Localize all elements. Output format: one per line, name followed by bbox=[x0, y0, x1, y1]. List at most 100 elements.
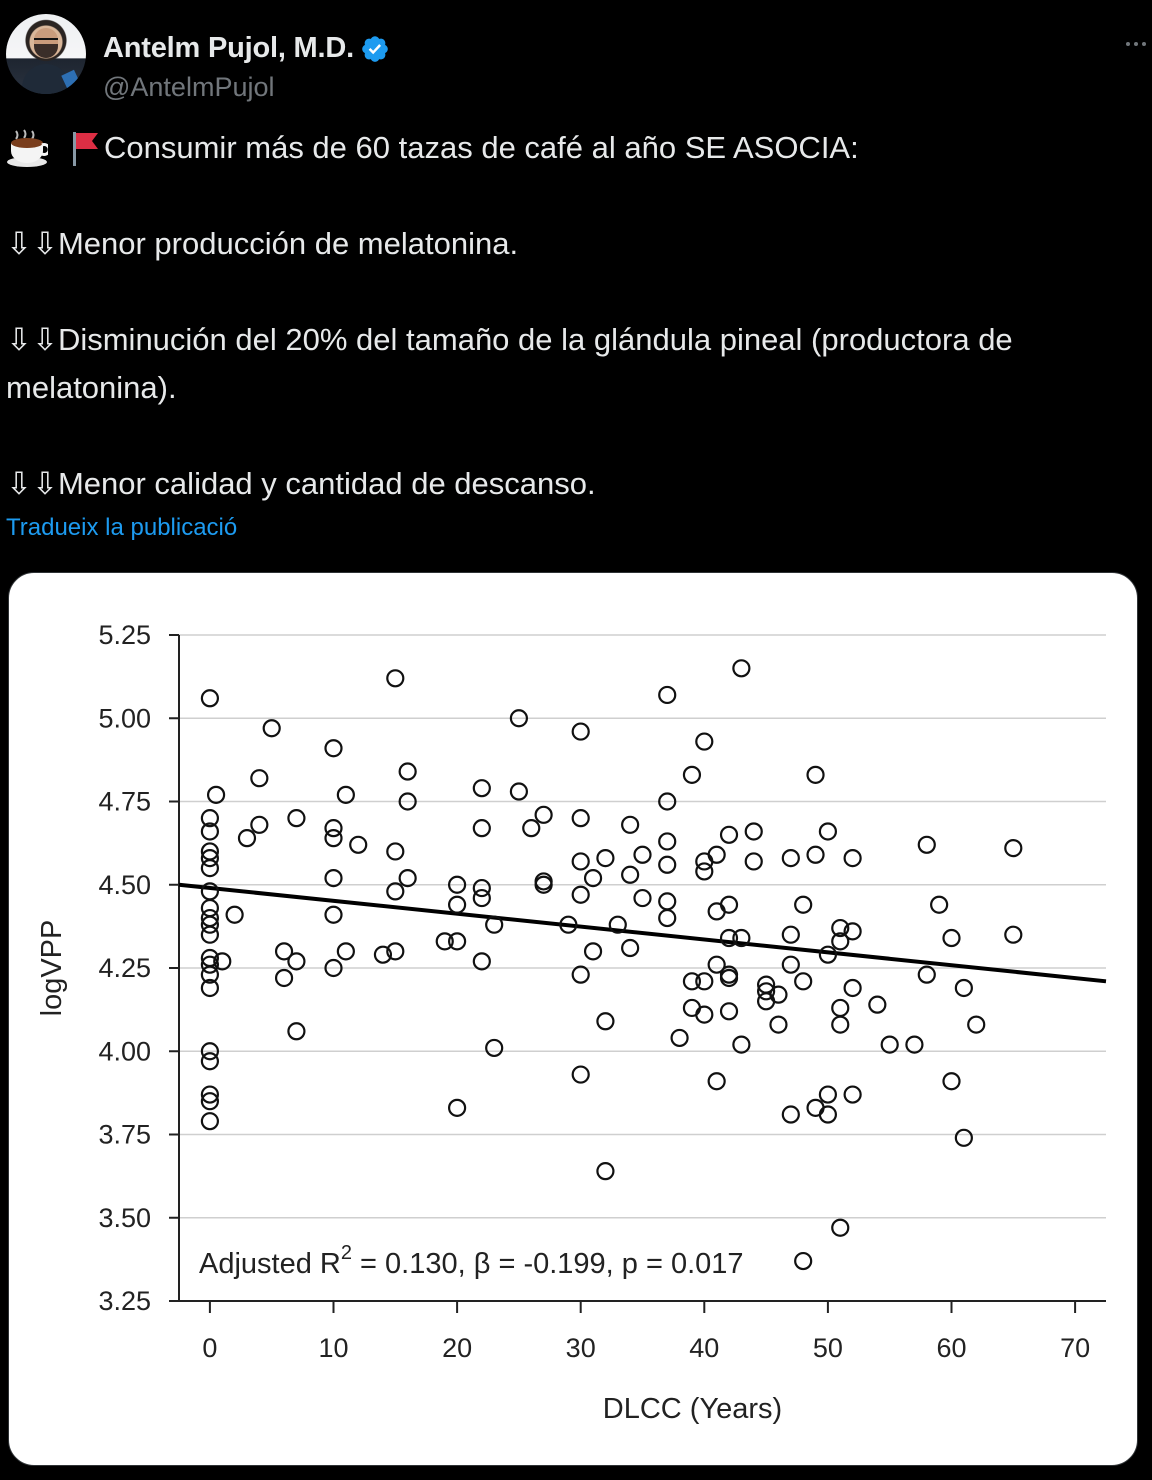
data-point bbox=[1004, 925, 1023, 944]
data-point bbox=[485, 915, 504, 934]
tweet-point-1: ⇩⇩Menor producción de melatonina. bbox=[6, 220, 1136, 268]
data-point bbox=[200, 915, 219, 934]
data-point bbox=[583, 942, 603, 961]
data-point bbox=[213, 952, 232, 971]
data-point bbox=[534, 875, 553, 894]
data-point bbox=[509, 782, 528, 801]
data-point bbox=[695, 862, 714, 881]
data-point bbox=[621, 815, 640, 834]
data-point bbox=[571, 965, 590, 984]
y-tick-label: 3.25 bbox=[98, 1286, 151, 1316]
data-point bbox=[843, 849, 862, 868]
data-point bbox=[954, 1128, 973, 1147]
data-point bbox=[596, 1012, 615, 1031]
y-tick-label: 3.75 bbox=[98, 1120, 151, 1150]
x-axis-title: DLCC (Years) bbox=[603, 1393, 782, 1425]
data-point bbox=[200, 1092, 219, 1111]
data-point bbox=[287, 809, 306, 828]
data-point bbox=[571, 1065, 590, 1084]
data-point bbox=[756, 992, 776, 1011]
data-point bbox=[386, 669, 405, 688]
data-point bbox=[1004, 839, 1023, 858]
data-point bbox=[621, 938, 640, 958]
y-axis-title: logVPP bbox=[36, 920, 68, 1017]
more-options-icon[interactable] bbox=[1106, 34, 1146, 54]
data-point bbox=[583, 868, 603, 888]
y-tick-label: 4.25 bbox=[98, 953, 151, 983]
data-point bbox=[831, 932, 850, 951]
data-point bbox=[398, 792, 417, 811]
data-point bbox=[682, 998, 702, 1018]
data-point bbox=[905, 1035, 924, 1054]
data-point bbox=[200, 1085, 219, 1104]
data-point bbox=[386, 842, 405, 861]
regression-line bbox=[178, 882, 1107, 984]
data-point bbox=[287, 1022, 306, 1041]
down-arrows-icon: ⇩⇩ bbox=[6, 322, 58, 357]
y-tick-label: 3.50 bbox=[98, 1203, 151, 1233]
data-point bbox=[200, 965, 219, 984]
data-point bbox=[658, 908, 677, 928]
x-tick-label: 30 bbox=[566, 1333, 596, 1363]
data-point bbox=[571, 722, 590, 741]
data-point bbox=[682, 765, 702, 784]
data-point bbox=[732, 1035, 751, 1054]
data-point bbox=[658, 792, 677, 811]
data-point bbox=[336, 942, 355, 961]
data-point bbox=[695, 972, 714, 991]
data-point bbox=[831, 1015, 850, 1034]
data-point bbox=[274, 968, 294, 988]
data-point bbox=[806, 845, 825, 864]
data-point bbox=[967, 1015, 986, 1034]
data-point bbox=[200, 822, 219, 841]
verified-badge-icon bbox=[362, 35, 388, 62]
data-point bbox=[200, 1052, 219, 1071]
author-handle[interactable]: @AntelmPujol bbox=[103, 72, 275, 102]
data-point bbox=[509, 709, 528, 728]
y-tick-label: 4.00 bbox=[98, 1036, 151, 1066]
author-name-row[interactable]: Antelm Pujol, M.D. bbox=[103, 32, 390, 65]
data-point bbox=[781, 1105, 800, 1124]
data-point bbox=[324, 958, 343, 978]
translate-post-link[interactable]: Tradueix la publicació bbox=[6, 514, 238, 541]
data-point bbox=[818, 1085, 838, 1104]
data-point bbox=[472, 779, 491, 798]
data-point bbox=[917, 835, 936, 854]
tweet-point-2: ⇩⇩Disminución del 20% del tamaño de la g… bbox=[6, 316, 1136, 412]
tweet-header: Antelm Pujol, M.D. @AntelmPujol bbox=[6, 14, 1146, 102]
author-display-name[interactable]: Antelm Pujol, M.D. bbox=[103, 32, 354, 64]
data-point bbox=[781, 925, 800, 944]
data-point bbox=[633, 888, 652, 908]
x-tick-label: 50 bbox=[813, 1333, 843, 1363]
data-point bbox=[917, 965, 936, 984]
data-point bbox=[794, 895, 813, 914]
data-point bbox=[682, 972, 702, 991]
data-point bbox=[756, 982, 776, 1001]
avatar[interactable] bbox=[6, 14, 86, 94]
data-point bbox=[781, 955, 800, 974]
data-point bbox=[707, 955, 726, 974]
data-point bbox=[287, 952, 306, 971]
data-point bbox=[658, 685, 677, 705]
tweet-media-chart[interactable]: 5.25 5.00 4.75 4.50 4.25 4.00 3.75 3.50 3.25 0 10 2… bbox=[8, 572, 1138, 1466]
down-arrows-icon: ⇩⇩ bbox=[6, 466, 58, 501]
data-point bbox=[831, 1218, 850, 1237]
x-tick-label: 0 bbox=[202, 1333, 217, 1363]
data-point bbox=[324, 868, 343, 888]
data-point bbox=[522, 819, 541, 838]
data-point bbox=[448, 1098, 467, 1117]
data-point bbox=[707, 845, 726, 864]
data-point bbox=[818, 822, 838, 841]
data-point bbox=[633, 845, 652, 864]
data-point bbox=[744, 822, 763, 841]
tweet-lead-line: Consumir más de 60 tazas de café al año … bbox=[6, 124, 1136, 172]
data-point bbox=[398, 762, 417, 781]
data-point bbox=[225, 905, 244, 924]
data-point bbox=[769, 985, 788, 1004]
data-point bbox=[781, 849, 800, 868]
data-point bbox=[818, 1105, 838, 1124]
data-point bbox=[336, 785, 355, 804]
data-point bbox=[200, 809, 219, 828]
data-point bbox=[670, 1028, 689, 1048]
data-point bbox=[880, 1035, 899, 1054]
